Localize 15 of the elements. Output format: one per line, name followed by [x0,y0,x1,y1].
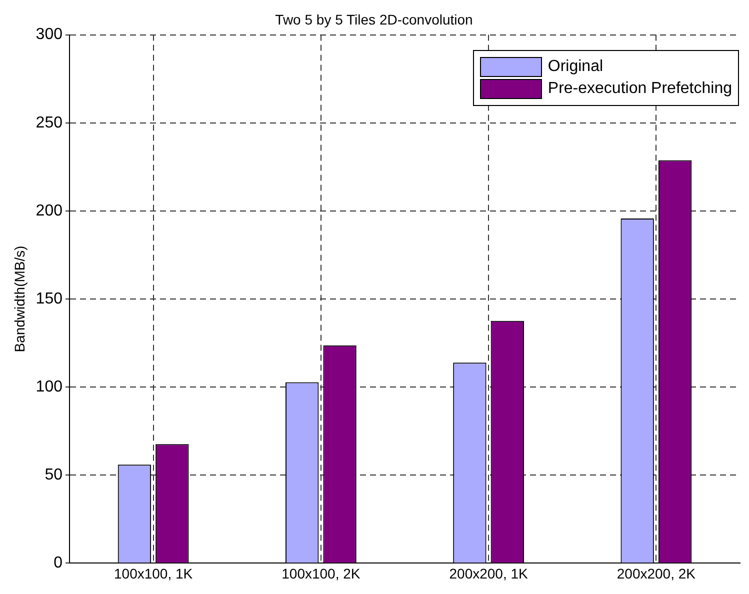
x-tick-label: 200x200, 1K [449,565,529,582]
y-axis-title: Bandwidth(MB/s) [11,246,28,352]
y-tick-label: 300 [36,26,63,44]
chart-title: Two 5 by 5 Tiles 2D-convolution [275,11,473,28]
legend-label: Pre-execution Prefetching [548,80,732,98]
y-tick-label: 250 [36,114,63,132]
y-tick-label: 200 [36,202,63,220]
x-tick-label: 200x200, 2K [616,565,696,582]
y-tick-label: 0 [54,554,63,572]
x-tick-label: 100x100, 1K [114,565,194,582]
y-tick-label: 50 [44,466,63,484]
x-tick-label: 100x100, 2K [282,565,361,582]
y-tick-label: 100 [36,378,63,396]
legend-label: Original [548,58,604,76]
y-tick-label: 150 [36,290,63,308]
